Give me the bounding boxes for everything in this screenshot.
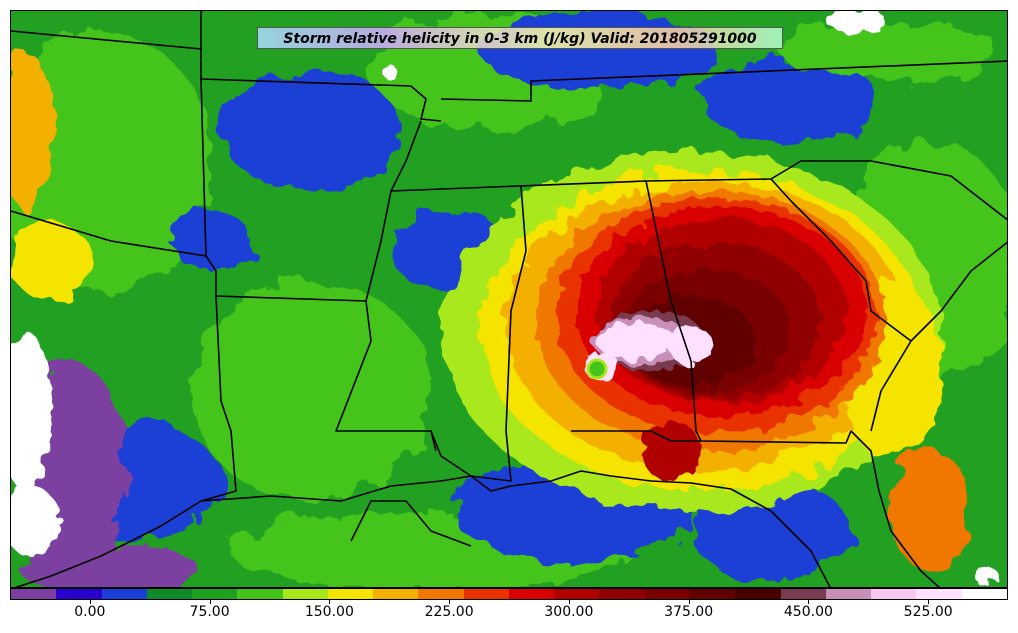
map-title: Storm relative helicity in 0-3 km (J/kg)… [257,27,783,49]
colorbar-segment [644,589,690,599]
colorbar-tick-mark [568,600,570,604]
colorbar-tick-mark [928,600,930,604]
helicity-field-map [11,11,1007,587]
colorbar-tick-mark [209,600,211,604]
colorbar-segment [146,589,193,599]
colorbar [10,588,1008,600]
colorbar-segment [599,589,645,599]
colorbar-segment [56,589,102,599]
colorbar-segment [418,589,464,599]
colorbar-tick-mark [89,600,91,604]
colorbar-segment [961,589,1007,599]
colorbar-segment [327,589,374,599]
colorbar-segment [780,589,826,599]
colorbar-segment [871,589,917,599]
colorbar-segment [237,589,283,599]
colorbar-segment [508,589,555,599]
colorbar-tick-label: 0.00 [74,604,106,620]
colorbar-tick-label: 375.00 [664,604,714,620]
colorbar-tick-label: 450.00 [783,604,833,620]
colorbar-segment [192,589,238,599]
colorbar-segment [916,589,962,599]
colorbar-segment [463,589,509,599]
colorbar-segment [825,589,872,599]
map-panel: Storm relative helicity in 0-3 km (J/kg)… [10,10,1008,588]
colorbar-tick-label: 300.00 [544,604,594,620]
colorbar-segment [101,589,147,599]
colorbar-segment [11,589,57,599]
colorbar-tick-label: 150.00 [304,604,354,620]
colorbar-tick-mark [808,600,810,604]
colorbar-ticks: 0.00 75.00 150.00 225.00 300.00 375.00 450.00 5… [10,600,1008,630]
colorbar-tick-mark [688,600,690,604]
colorbar-tick-label: 75.00 [189,604,230,620]
colorbar-segment [282,589,328,599]
colorbar-segment [554,589,600,599]
colorbar-tick-label: 525.00 [903,604,953,620]
colorbar-segment [373,589,419,599]
colorbar-segment [735,589,781,599]
colorbar-tick-mark [329,600,331,604]
colorbar-segment [689,589,736,599]
colorbar-tick-label: 225.00 [424,604,474,620]
colorbar-tick-mark [449,600,451,604]
